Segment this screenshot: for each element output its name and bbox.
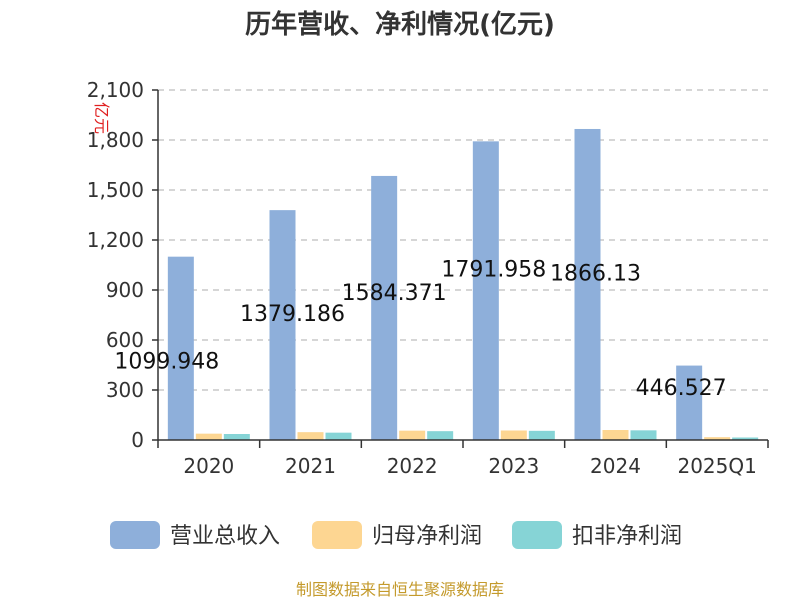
y-tick-label: 2,100: [87, 78, 144, 102]
legend-swatch: [312, 521, 362, 549]
data-label: 1379.186: [240, 302, 345, 327]
data-label: 446.527: [636, 376, 727, 401]
bar-deducted-net-profit: [528, 430, 555, 440]
bar-deducted-net-profit: [630, 430, 657, 440]
y-axis-label: 亿元: [92, 102, 111, 134]
x-tick-label: 2021: [285, 454, 336, 478]
y-tick-label: 1,800: [87, 128, 144, 152]
bar-revenue: [269, 210, 296, 440]
bar-net-profit: [297, 432, 324, 440]
bar-net-profit: [195, 433, 222, 440]
y-tick-label: 1,500: [87, 178, 144, 202]
bar-net-profit: [500, 430, 527, 440]
legend-label: 扣非净利润: [572, 524, 682, 549]
bar-net-profit: [704, 437, 731, 440]
bar-revenue: [472, 141, 499, 440]
x-tick-label: 2023: [488, 454, 539, 478]
bar-net-profit: [602, 430, 629, 440]
legend-label: 归母净利润: [372, 524, 482, 549]
x-tick-label: 2022: [387, 454, 438, 478]
bars: [167, 128, 759, 440]
x-axis-ticks: 2020 2021 2022 2023 2024 2025Q1: [157, 440, 769, 478]
legend-swatch: [512, 521, 562, 549]
y-tick-label: 900: [106, 278, 144, 302]
grid-lines: [158, 89, 768, 391]
bar-net-profit: [399, 430, 426, 440]
data-label: 1584.371: [342, 281, 447, 306]
legend-swatch: [110, 521, 160, 549]
y-tick-label: 600: [106, 328, 144, 352]
y-tick-label: 0: [131, 428, 144, 452]
bar-deducted-net-profit: [732, 437, 759, 440]
y-tick-label: 1,200: [87, 228, 144, 252]
legend-label: 营业总收入: [170, 524, 280, 549]
bar-deducted-net-profit: [325, 432, 352, 440]
bar-revenue: [371, 175, 398, 440]
data-label: 1866.13: [550, 261, 641, 286]
y-axis-ticks: 0 300 600 900 1,200 1,500 1,800 2,100: [87, 78, 158, 452]
data-label: 1791.958: [441, 258, 546, 283]
bar-deducted-net-profit: [427, 431, 454, 440]
bar-revenue: [167, 256, 194, 440]
bar-revenue: [676, 365, 703, 440]
y-tick-label: 300: [106, 378, 144, 402]
data-label: 1099.948: [114, 349, 219, 374]
legend: 营业总收入 归母净利润 扣非净利润: [110, 521, 682, 549]
x-tick-label: 2025Q1: [677, 454, 756, 478]
x-tick-label: 2024: [590, 454, 641, 478]
x-tick-label: 2020: [183, 454, 234, 478]
source-note: 制图数据来自恒生聚源数据库: [296, 580, 504, 599]
bar-revenue: [574, 128, 601, 440]
chart-title: 历年营收、净利情况(亿元): [245, 9, 555, 40]
bar-deducted-net-profit: [223, 434, 250, 440]
